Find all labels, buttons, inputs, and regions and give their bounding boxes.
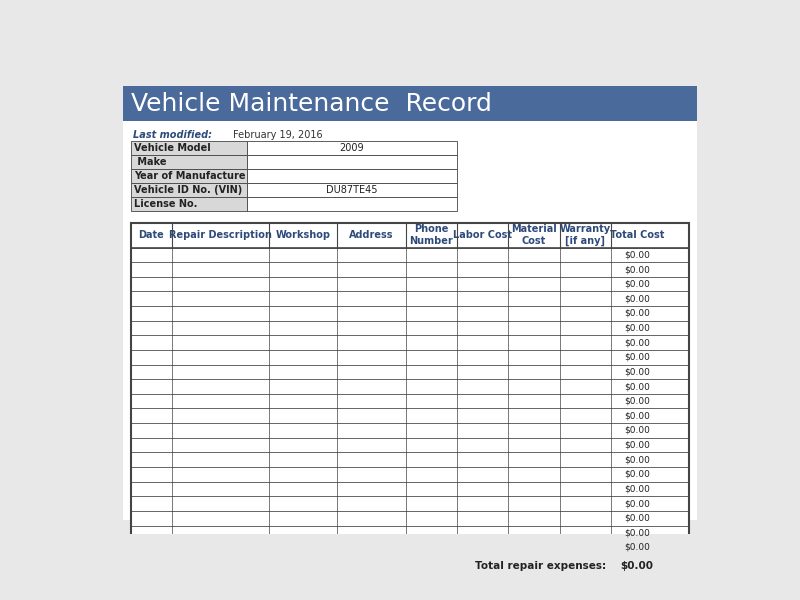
FancyBboxPatch shape [131,365,689,379]
FancyBboxPatch shape [131,482,689,496]
Text: $0.00: $0.00 [624,382,650,391]
FancyBboxPatch shape [131,452,689,467]
Text: Last modified:: Last modified: [133,130,211,140]
FancyBboxPatch shape [131,335,689,350]
Text: License No.: License No. [134,199,198,209]
FancyBboxPatch shape [131,306,689,321]
Text: $0.00: $0.00 [621,560,654,571]
FancyBboxPatch shape [131,467,689,482]
Text: $0.00: $0.00 [624,514,650,523]
FancyBboxPatch shape [131,223,689,248]
Text: Date: Date [138,230,164,240]
FancyBboxPatch shape [131,262,689,277]
Text: Phone
Number: Phone Number [410,224,453,246]
Text: $0.00: $0.00 [624,294,650,303]
FancyBboxPatch shape [247,155,457,169]
FancyBboxPatch shape [247,169,457,183]
FancyBboxPatch shape [131,248,689,262]
Text: Address: Address [350,230,394,240]
Text: $0.00: $0.00 [624,412,650,421]
FancyBboxPatch shape [131,394,689,409]
Text: $0.00: $0.00 [624,250,650,259]
FancyBboxPatch shape [131,379,689,394]
Text: Vehicle ID No. (VIN): Vehicle ID No. (VIN) [134,185,242,195]
FancyBboxPatch shape [131,511,689,526]
Text: Material
Cost: Material Cost [511,224,557,246]
Text: $0.00: $0.00 [624,455,650,464]
Text: $0.00: $0.00 [624,323,650,332]
Text: Repair Description: Repair Description [169,230,272,240]
FancyBboxPatch shape [131,197,247,211]
FancyBboxPatch shape [247,183,457,197]
Text: February 19, 2016: February 19, 2016 [234,130,323,140]
FancyBboxPatch shape [131,155,247,169]
Text: $0.00: $0.00 [624,529,650,538]
FancyBboxPatch shape [131,350,689,365]
Text: Total Cost: Total Cost [610,230,664,240]
FancyBboxPatch shape [247,197,457,211]
FancyBboxPatch shape [123,86,697,520]
Text: $0.00: $0.00 [624,484,650,493]
Text: $0.00: $0.00 [624,353,650,362]
Text: $0.00: $0.00 [624,265,650,274]
Text: $0.00: $0.00 [624,440,650,449]
FancyBboxPatch shape [131,496,689,511]
FancyBboxPatch shape [131,277,689,292]
Text: Year of Manufacture: Year of Manufacture [134,171,246,181]
FancyBboxPatch shape [131,292,689,306]
FancyBboxPatch shape [131,409,689,423]
Text: Vehicle Maintenance  Record: Vehicle Maintenance Record [131,92,492,116]
FancyBboxPatch shape [131,169,247,183]
Text: Workshop: Workshop [276,230,331,240]
Text: $0.00: $0.00 [624,470,650,479]
Text: $0.00: $0.00 [624,309,650,318]
Text: Total repair expenses:: Total repair expenses: [475,560,606,571]
FancyBboxPatch shape [131,423,689,438]
Text: $0.00: $0.00 [624,280,650,289]
Text: $0.00: $0.00 [624,499,650,508]
Text: $0.00: $0.00 [624,397,650,406]
Text: $0.00: $0.00 [624,543,650,552]
Text: Warranty
[if any]: Warranty [if any] [560,224,610,246]
FancyBboxPatch shape [131,141,247,155]
FancyBboxPatch shape [131,183,247,197]
Text: DU87TE45: DU87TE45 [326,185,378,195]
Text: Make: Make [134,157,166,167]
Text: Vehicle Model: Vehicle Model [134,143,211,153]
FancyBboxPatch shape [247,141,457,155]
Text: $0.00: $0.00 [624,426,650,435]
FancyBboxPatch shape [131,526,689,540]
Text: 2009: 2009 [339,143,364,153]
FancyBboxPatch shape [131,540,689,555]
Text: $0.00: $0.00 [624,367,650,376]
FancyBboxPatch shape [123,86,697,121]
Text: Labor Cost: Labor Cost [453,230,512,240]
FancyBboxPatch shape [611,558,663,573]
Text: $0.00: $0.00 [624,338,650,347]
FancyBboxPatch shape [131,321,689,335]
FancyBboxPatch shape [131,438,689,452]
